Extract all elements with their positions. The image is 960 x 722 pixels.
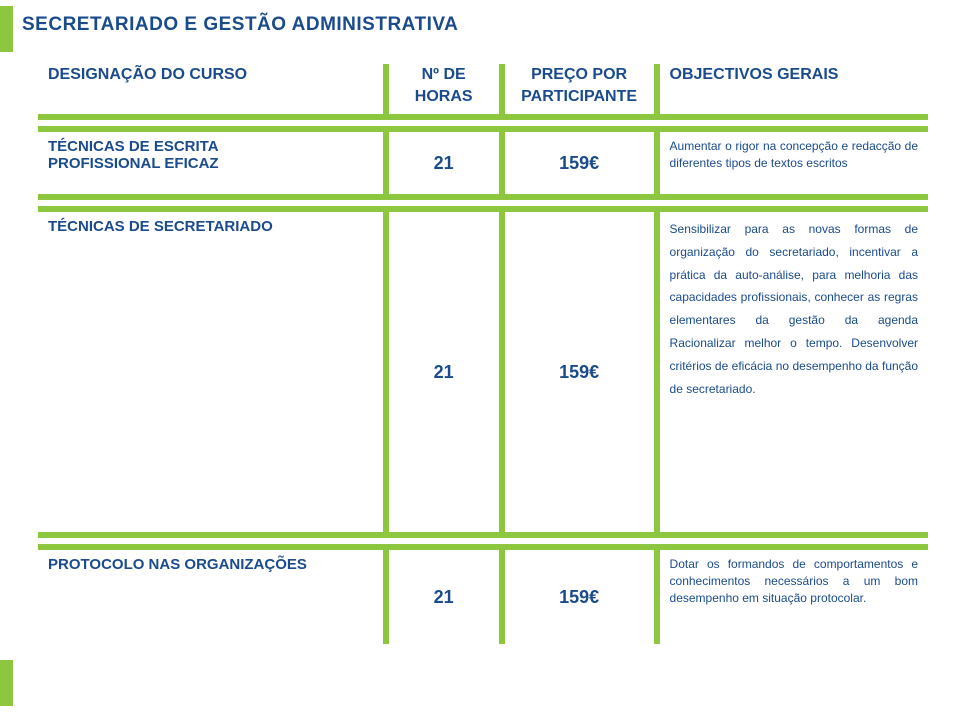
left-accent-bar-bottom	[0, 660, 13, 706]
header-col4-text: OBJECTIVOS GERAIS	[670, 64, 918, 86]
hours-cell: 21	[389, 212, 499, 532]
course-name-cell: TÉCNICAS DE ESCRITA PROFISSIONAL EFICAZ	[38, 132, 383, 194]
table-row: PROTOCOLO NAS ORGANIZAÇÕES 21 159€ Dotar…	[38, 550, 928, 644]
hours-cell: 21	[389, 132, 499, 194]
hours-cell: 21	[389, 550, 499, 644]
price-cell: 159€	[505, 132, 654, 194]
header-col2-line2: HORAS	[399, 86, 489, 108]
course-table: DESIGNAÇÃO DO CURSO Nº DE HORAS PREÇO PO…	[38, 64, 928, 644]
objectives-cell: Sensibilizar para as novas formas de org…	[660, 212, 928, 532]
table-header-row: DESIGNAÇÃO DO CURSO Nº DE HORAS PREÇO PO…	[38, 64, 928, 114]
course-name-line1: TÉCNICAS DE ESCRITA	[48, 138, 219, 155]
header-col3-line1: PREÇO POR	[515, 64, 644, 86]
left-accent-bar-top	[0, 6, 13, 52]
price-cell: 159€	[505, 212, 654, 532]
header-objectives: OBJECTIVOS GERAIS	[660, 64, 928, 114]
table-row: TÉCNICAS DE SECRETARIADO 21 159€ Sensibi…	[38, 212, 928, 532]
header-course-name: DESIGNAÇÃO DO CURSO	[38, 64, 383, 114]
table-row: TÉCNICAS DE ESCRITA PROFISSIONAL EFICAZ …	[38, 132, 928, 194]
objectives-cell: Dotar os formandos de comportamentos e c…	[660, 550, 928, 644]
course-name-line2: PROFISSIONAL EFICAZ	[48, 155, 219, 172]
course-name-cell: TÉCNICAS DE SECRETARIADO	[38, 212, 383, 532]
header-col3-line2: PARTICIPANTE	[515, 86, 644, 108]
price-cell: 159€	[505, 550, 654, 644]
header-col1-text: DESIGNAÇÃO DO CURSO	[48, 64, 373, 86]
course-name-cell: PROTOCOLO NAS ORGANIZAÇÕES	[38, 550, 383, 644]
page-title: SECRETARIADO E GESTÃO ADMINISTRATIVA	[0, 0, 960, 36]
header-price: PREÇO POR PARTICIPANTE	[505, 64, 654, 114]
objectives-cell: Aumentar o rigor na concepção e redacção…	[660, 132, 928, 194]
course-name-line1: TÉCNICAS DE SECRETARIADO	[48, 218, 273, 235]
header-col2-line1: Nº DE	[399, 64, 489, 86]
header-hours: Nº DE HORAS	[389, 64, 499, 114]
course-name-line1: PROTOCOLO NAS ORGANIZAÇÕES	[48, 556, 307, 573]
